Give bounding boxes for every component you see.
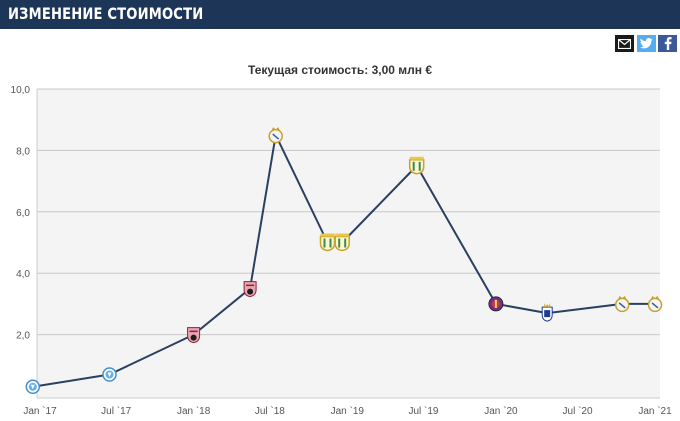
twitter-bird-icon [640, 38, 653, 49]
y-tick-label: 10,0 [11, 85, 31, 96]
y-tick-label: 2,0 [16, 331, 30, 342]
data-point-real-madrid-icon[interactable] [647, 295, 663, 313]
data-point-leganes-icon[interactable] [319, 233, 336, 252]
x-tick-label: Jul `20 [563, 405, 593, 417]
y-tick-label: 6,0 [16, 208, 30, 219]
data-point-zaragoza-icon[interactable] [187, 327, 201, 344]
y-tick-label: 8,0 [16, 146, 30, 157]
data-point-real-valladolid-icon[interactable] [488, 296, 504, 312]
x-tick-label: Jan `18 [177, 405, 211, 417]
chart-plot: 2,0 4,0 6,0 8,0 10,0 Jan `17 Jul `17 Jan `18 Jul… [11, 85, 673, 417]
x-tick-label: Jul `18 [255, 405, 285, 417]
x-tick-label: Jan `17 [23, 405, 57, 417]
data-point-dnipro-icon[interactable] [25, 379, 41, 395]
x-tick-label: Jul `19 [408, 405, 438, 417]
facebook-share-button[interactable] [658, 35, 677, 52]
data-point-real-madrid-icon[interactable] [614, 295, 630, 313]
data-point-dnipro-icon[interactable] [102, 367, 117, 382]
facebook-f-icon [664, 37, 672, 50]
data-point-real-madrid-icon[interactable] [268, 127, 283, 144]
email-share-button[interactable] [615, 35, 634, 52]
x-tick-label: Jan `19 [331, 405, 365, 417]
data-point-leganes-icon[interactable] [408, 156, 425, 175]
data-point-leganes-icon[interactable] [334, 233, 350, 252]
data-point-zaragoza-icon[interactable] [243, 281, 257, 298]
twitter-share-button[interactable] [637, 35, 656, 52]
y-tick-label: 4,0 [16, 269, 30, 280]
envelope-icon [618, 38, 631, 49]
x-tick-label: Jul `17 [101, 405, 131, 417]
x-tick-label: Jan `20 [484, 405, 518, 417]
chart-title: Текущая стоимость: 3,00 млн € [247, 63, 433, 77]
x-tick-label: Jan `21 [638, 405, 672, 417]
market-value-chart: Текущая стоимость: 3,00 млн € 2,0 4,0 6,0 8… [0, 55, 680, 421]
section-title: ИЗМЕНЕНИЕ СТОИМОСТИ [8, 4, 204, 23]
data-point-real-oviedo-icon[interactable] [541, 303, 553, 322]
section-header: ИЗМЕНЕНИЕ СТОИМОСТИ [0, 0, 680, 29]
